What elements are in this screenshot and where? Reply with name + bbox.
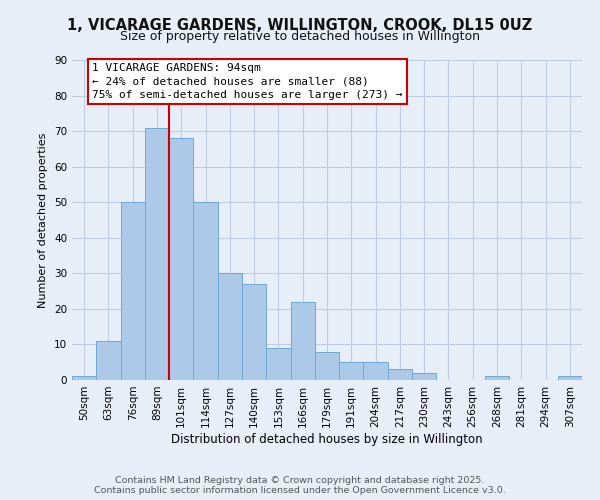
Bar — [388, 370, 412, 380]
Bar — [96, 341, 121, 380]
Bar — [145, 128, 169, 380]
Bar — [412, 373, 436, 380]
Bar — [558, 376, 582, 380]
Bar — [290, 302, 315, 380]
Bar — [169, 138, 193, 380]
Text: Contains HM Land Registry data © Crown copyright and database right 2025.: Contains HM Land Registry data © Crown c… — [115, 476, 485, 485]
Text: 1, VICARAGE GARDENS, WILLINGTON, CROOK, DL15 0UZ: 1, VICARAGE GARDENS, WILLINGTON, CROOK, … — [67, 18, 533, 32]
Bar — [242, 284, 266, 380]
Bar — [193, 202, 218, 380]
Bar — [218, 274, 242, 380]
X-axis label: Distribution of detached houses by size in Willington: Distribution of detached houses by size … — [171, 432, 483, 446]
Bar — [339, 362, 364, 380]
Bar — [266, 348, 290, 380]
Text: Size of property relative to detached houses in Willington: Size of property relative to detached ho… — [120, 30, 480, 43]
Text: Contains public sector information licensed under the Open Government Licence v3: Contains public sector information licen… — [94, 486, 506, 495]
Bar — [485, 376, 509, 380]
Bar — [315, 352, 339, 380]
Text: 1 VICARAGE GARDENS: 94sqm
← 24% of detached houses are smaller (88)
75% of semi-: 1 VICARAGE GARDENS: 94sqm ← 24% of detac… — [92, 63, 403, 100]
Bar — [121, 202, 145, 380]
Bar — [72, 376, 96, 380]
Bar — [364, 362, 388, 380]
Y-axis label: Number of detached properties: Number of detached properties — [38, 132, 49, 308]
